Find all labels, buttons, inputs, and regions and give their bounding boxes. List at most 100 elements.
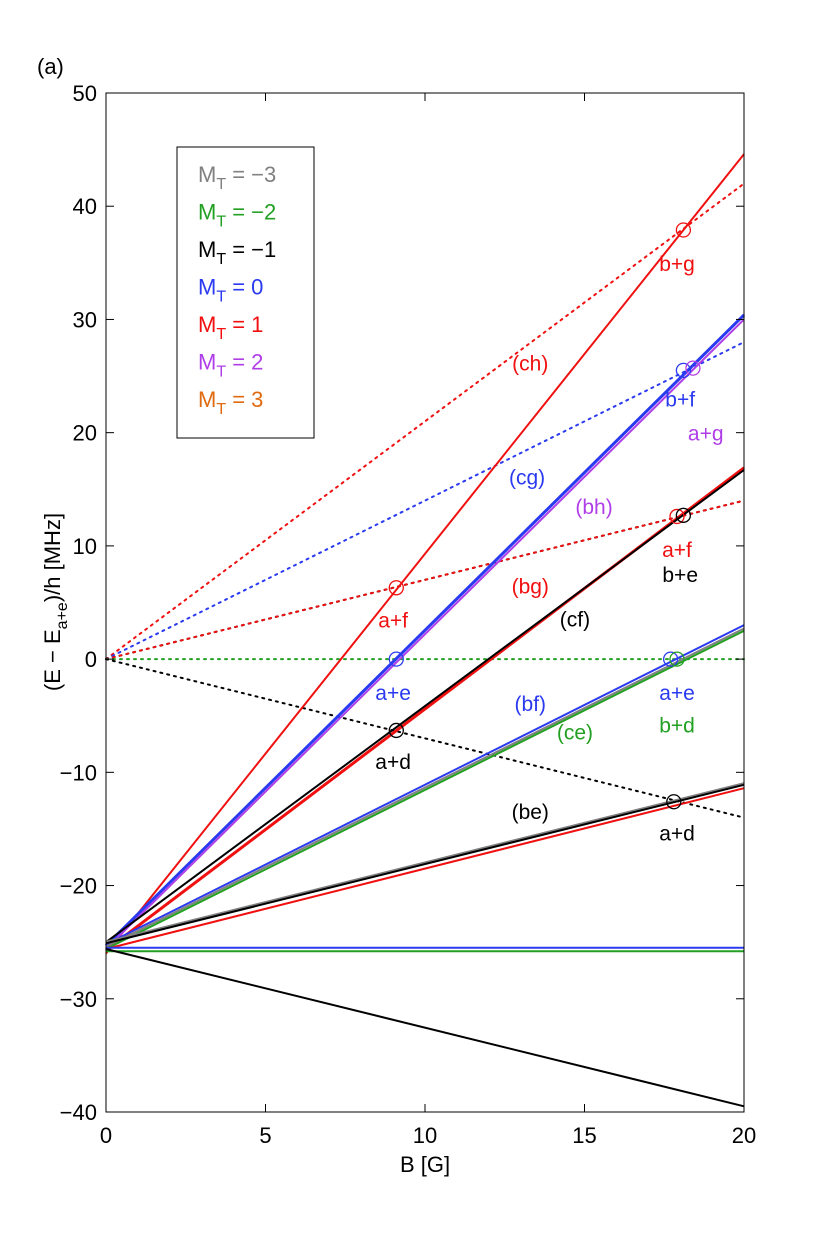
crossing-marker-3 [388, 580, 404, 596]
annotation-label-6: a+f [662, 539, 692, 562]
solid-series-4 [105, 469, 745, 944]
legend-entry-main: M [198, 200, 216, 225]
legend-entry-tail: = −3 [226, 162, 276, 187]
dotted-series-0 [105, 182, 745, 661]
legend-entry-sub: T [216, 176, 226, 193]
solid-series-6 [105, 627, 745, 948]
y-tick-label-7: 30 [73, 307, 97, 332]
legend-entry-tail: = −2 [226, 200, 276, 225]
legend-box [176, 146, 315, 439]
y-tick-label-9: 50 [73, 81, 97, 106]
series-layer [104, 153, 746, 1108]
dotted-series-5 [105, 658, 745, 819]
annotation-label-5: (bh) [575, 496, 612, 519]
y-tick-label-5: 10 [73, 534, 97, 559]
legend-entry-3: MT = 0 [198, 275, 263, 306]
legend-entry-main: M [198, 275, 216, 300]
y-tick-label-4: 0 [85, 647, 97, 672]
y-axis-label-main: (E − E [40, 629, 65, 691]
x-tick-label-3: 15 [572, 1123, 596, 1148]
crossing-marker-4 [669, 508, 685, 525]
solid-series-2 [105, 318, 745, 950]
legend-entry-sub: T [216, 214, 226, 231]
legend-entry-tail: = 3 [226, 387, 263, 412]
legend-entry-0: MT = −3 [198, 162, 276, 193]
crossing-marker-7 [662, 651, 679, 667]
dotted-series-1 [105, 341, 745, 661]
y-tick-label-8: 40 [73, 194, 97, 219]
crossing-marker-1 [675, 362, 692, 379]
annotation-label-17: (be) [512, 801, 549, 824]
annotation-label-12: a+e [659, 682, 695, 705]
annotation-label-0: b+g [659, 253, 695, 276]
legend-entry-tail: = −1 [226, 237, 276, 262]
x-tick-label-0: 0 [100, 1123, 112, 1148]
legend-entry-5: MT = 2 [198, 350, 263, 381]
x-tick-label-1: 5 [259, 1123, 271, 1148]
annotation-label-18: a+d [659, 822, 695, 845]
solid-series-5 [105, 624, 745, 946]
y-tick-label-6: 20 [73, 421, 97, 446]
crossing-marker-10 [666, 794, 682, 810]
legend-entry-sub: T [216, 251, 226, 268]
annotation-label-3: a+g [688, 423, 724, 446]
legend-entry-4: MT = 1 [198, 312, 263, 343]
x-tick-label-4: 20 [732, 1123, 756, 1148]
crossing-marker-2 [685, 360, 701, 376]
y-tick-label-3: −10 [60, 760, 97, 785]
legend-entry-sub: T [216, 401, 226, 418]
annotation-label-8: (bg) [512, 575, 549, 598]
annotation-label-11: a+e [375, 682, 411, 705]
annotation-label-4: (cg) [509, 467, 545, 490]
legend-entry-sub: T [216, 289, 226, 306]
annotation-label-9: a+f [378, 609, 408, 632]
y-axis-label: (E − Ea+e)/h [MHz] [40, 513, 71, 691]
annotation-label-15: (ce) [557, 721, 593, 744]
tick-layer: 0 5 10 15 20 −40 −30 −20 −10 0 10 20 30 40 50 [60, 81, 757, 1148]
solid-series-7 [105, 629, 745, 950]
x-tick-label-2: 10 [413, 1123, 437, 1148]
y-tick-label-2: −20 [60, 874, 97, 899]
crossing-marker-8 [669, 651, 685, 667]
solid-series-10 [105, 787, 745, 950]
panel-label: (a) [37, 54, 64, 79]
legend-entry-sub: T [216, 364, 226, 381]
crossing-marker-5 [675, 507, 692, 523]
legend-entry-main: M [198, 237, 216, 262]
annotation-label-7: b+e [662, 564, 698, 587]
x-axis-label: B [G] [400, 1152, 450, 1177]
legend-entry-1: MT = −2 [198, 200, 276, 231]
legend-entries: MT = −3MT = −2MT = −1MT = 0MT = 1MT = 2M… [198, 162, 276, 418]
legend-entry-main: M [198, 312, 216, 337]
annotation-label-14: b+d [659, 715, 695, 738]
solid-series-1 [104, 313, 746, 947]
legend-entry-main: M [198, 387, 216, 412]
annotation-label-16: a+d [375, 751, 411, 774]
annotation-label-1: (ch) [512, 352, 548, 375]
legend-entry-tail: = 2 [226, 350, 263, 375]
crossing-marker-9 [388, 722, 404, 739]
y-tick-label-1: −30 [60, 987, 97, 1012]
annotation-layer: b+g(ch)b+fa+g(cg)(bh)a+fb+e(bg)a+f (cf)a+… [375, 253, 723, 846]
legend-entry-tail: = 0 [226, 275, 263, 300]
solid-series-8 [105, 782, 745, 944]
y-tick-label-0: −40 [60, 1100, 97, 1125]
legend-entry-tail: = 1 [226, 312, 263, 337]
legend-entry-6: MT = 3 [198, 387, 263, 418]
y-axis-label-tail: )/h [MHz] [40, 513, 65, 602]
legend: MT = −3MT = −2MT = −1MT = 0MT = 1MT = 2M… [176, 146, 315, 439]
solid-series-9 [105, 783, 745, 945]
solid-series-13 [105, 948, 745, 1108]
annotation-label-2: b+f [665, 389, 695, 412]
marker-layer [388, 222, 701, 810]
solid-series-0 [105, 153, 745, 955]
crossing-marker-6 [388, 651, 404, 667]
legend-entry-main: M [198, 350, 216, 375]
legend-entry-main: M [198, 162, 216, 187]
y-axis-label-sub: a+e [54, 602, 71, 629]
annotation-label-10: (cf) [560, 608, 590, 631]
legend-entry-2: MT = −1 [198, 237, 276, 268]
annotation-label-13: (bf) [515, 693, 547, 716]
dotted-series-3 [105, 499, 745, 661]
